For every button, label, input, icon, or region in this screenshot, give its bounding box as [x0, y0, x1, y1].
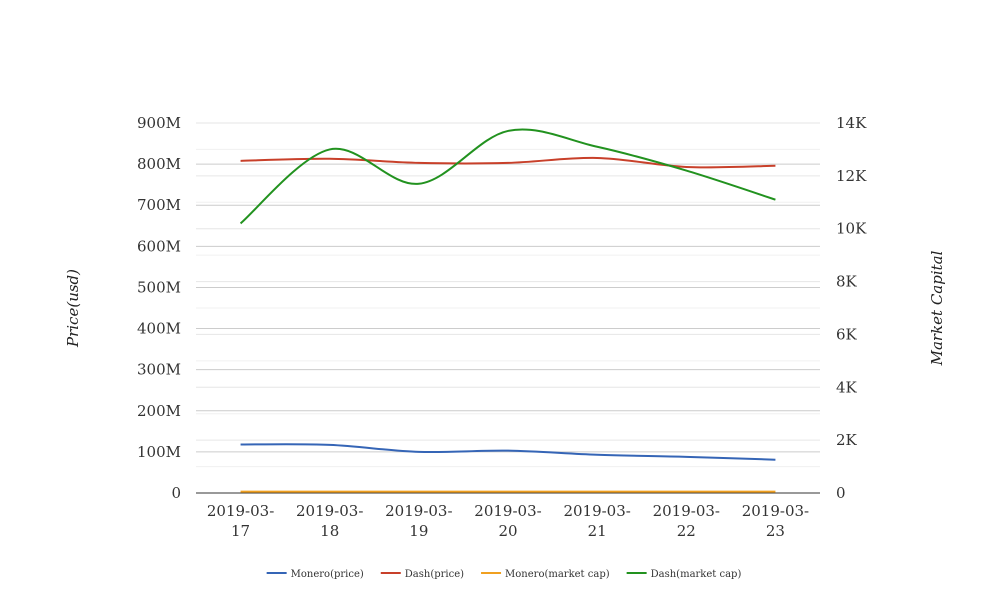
y-left-tick-label: 900M	[137, 114, 181, 132]
x-tick-label: 2019-03- 20	[474, 502, 541, 540]
y-axis-right-title: Market Capital	[928, 250, 946, 366]
x-tick-label-line: 20	[498, 522, 517, 540]
y-right-tick-label: 12K	[836, 167, 867, 185]
y-left-tick-label: 0	[171, 484, 181, 502]
y-right-tick-label: 4K	[836, 378, 858, 396]
x-tick-label: 2019-03- 23	[742, 502, 809, 540]
legend-label: Monero(price)	[291, 569, 364, 580]
x-tick-label-line: 2019-03-	[653, 502, 720, 520]
legend-label: Dash(market cap)	[651, 569, 742, 580]
legend-item: Dash(market cap)	[626, 569, 742, 580]
legend-item: Dash(price)	[380, 569, 464, 580]
y-right-tick-label: 8K	[836, 273, 858, 291]
y-left-tick-label: 800M	[137, 155, 181, 173]
legend-item: Monero(price)	[266, 569, 364, 580]
y-right-tick-label: 0	[836, 484, 846, 502]
x-tick-label-line: 19	[409, 522, 428, 540]
legend: Monero(price) Dash(price) Monero(market ca…	[266, 569, 742, 580]
x-tick-label-line: 22	[677, 522, 696, 540]
x-tick-label-line: 2019-03-	[742, 502, 809, 520]
series-line-dash-price	[240, 156, 776, 169]
y-left-tick-label: 600M	[137, 237, 181, 255]
legend-label: Dash(price)	[405, 569, 464, 580]
x-tick-label: 2019-03- 21	[563, 502, 630, 540]
y-right-tick-label: 2K	[836, 431, 858, 449]
x-tick-label: 2019-03- 22	[653, 502, 720, 540]
y-left-tick-label: 300M	[137, 361, 181, 379]
y-left-tick-label: 400M	[137, 320, 181, 338]
x-tick-label-line: 23	[766, 522, 785, 540]
x-tick-label-line: 18	[320, 522, 339, 540]
x-tick-label: 2019-03- 18	[296, 502, 363, 540]
x-tick-label: 2019-03- 19	[385, 502, 452, 540]
x-tick-label: 2019-03- 17	[207, 502, 274, 540]
y-right-tick-label: 14K	[836, 114, 867, 132]
grid-lines	[196, 122, 820, 468]
y-left-tick-label: 500M	[137, 278, 181, 296]
y-axis-left-title: Price(usd)	[64, 269, 82, 348]
y-left-tick-label: 200M	[137, 402, 181, 420]
y-left-tick-label: 100M	[137, 443, 181, 461]
y-right-tick-label: 6K	[836, 325, 858, 343]
series-lines	[239, 128, 776, 493]
x-tick-label-line: 2019-03-	[207, 502, 274, 520]
legend-label: Monero(market cap)	[505, 569, 610, 580]
series-line-dash-market-cap	[239, 128, 776, 225]
x-tick-label-line: 2019-03-	[563, 502, 630, 520]
x-tick-label-line: 2019-03-	[296, 502, 363, 520]
x-tick-label-line: 21	[588, 522, 607, 540]
tick-labels: 0 100M 200M 300M 400M 500M 600M 700M 800M 900M 0 2K…	[137, 114, 867, 540]
y-right-tick-label: 10K	[836, 220, 867, 238]
legend-item: Monero(market cap)	[481, 569, 610, 580]
y-left-tick-label: 700M	[137, 196, 181, 214]
x-tick-label-line: 2019-03-	[474, 502, 541, 520]
x-tick-label-line: 17	[231, 522, 250, 540]
x-tick-label-line: 2019-03-	[385, 502, 452, 520]
